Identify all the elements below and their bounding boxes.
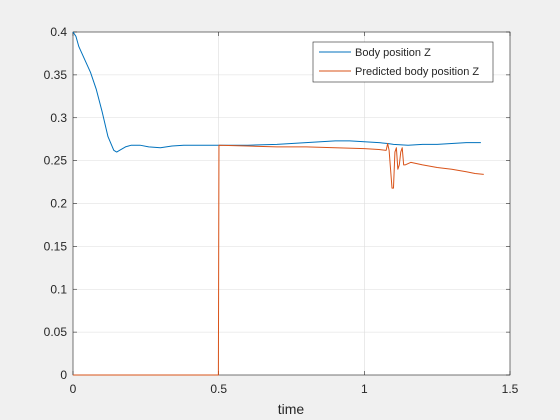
- legend: Body position Z Predicted body position …: [313, 42, 493, 82]
- x-tick-label: 1.5: [502, 382, 519, 396]
- y-tick-label: 0.4: [50, 25, 67, 39]
- legend-label-1: Predicted body position Z: [355, 66, 479, 78]
- legend-label-0: Body position Z: [355, 47, 431, 59]
- y-tick-label: 0.2: [50, 197, 67, 211]
- x-tick-label: 1: [361, 382, 368, 396]
- x-tick-label: 0: [70, 382, 77, 396]
- y-tick-label: 0.1: [50, 282, 67, 296]
- y-tick-label: 0.15: [44, 239, 68, 253]
- y-tick-label: 0.05: [44, 325, 68, 339]
- y-tick-label: 0: [60, 368, 67, 382]
- x-tick-label: 0.5: [210, 382, 227, 396]
- y-tick-label: 0.25: [44, 154, 68, 168]
- y-tick-label: 0.35: [44, 68, 68, 82]
- y-tick-label: 0.3: [50, 111, 67, 125]
- x-axis-label: time: [278, 401, 305, 417]
